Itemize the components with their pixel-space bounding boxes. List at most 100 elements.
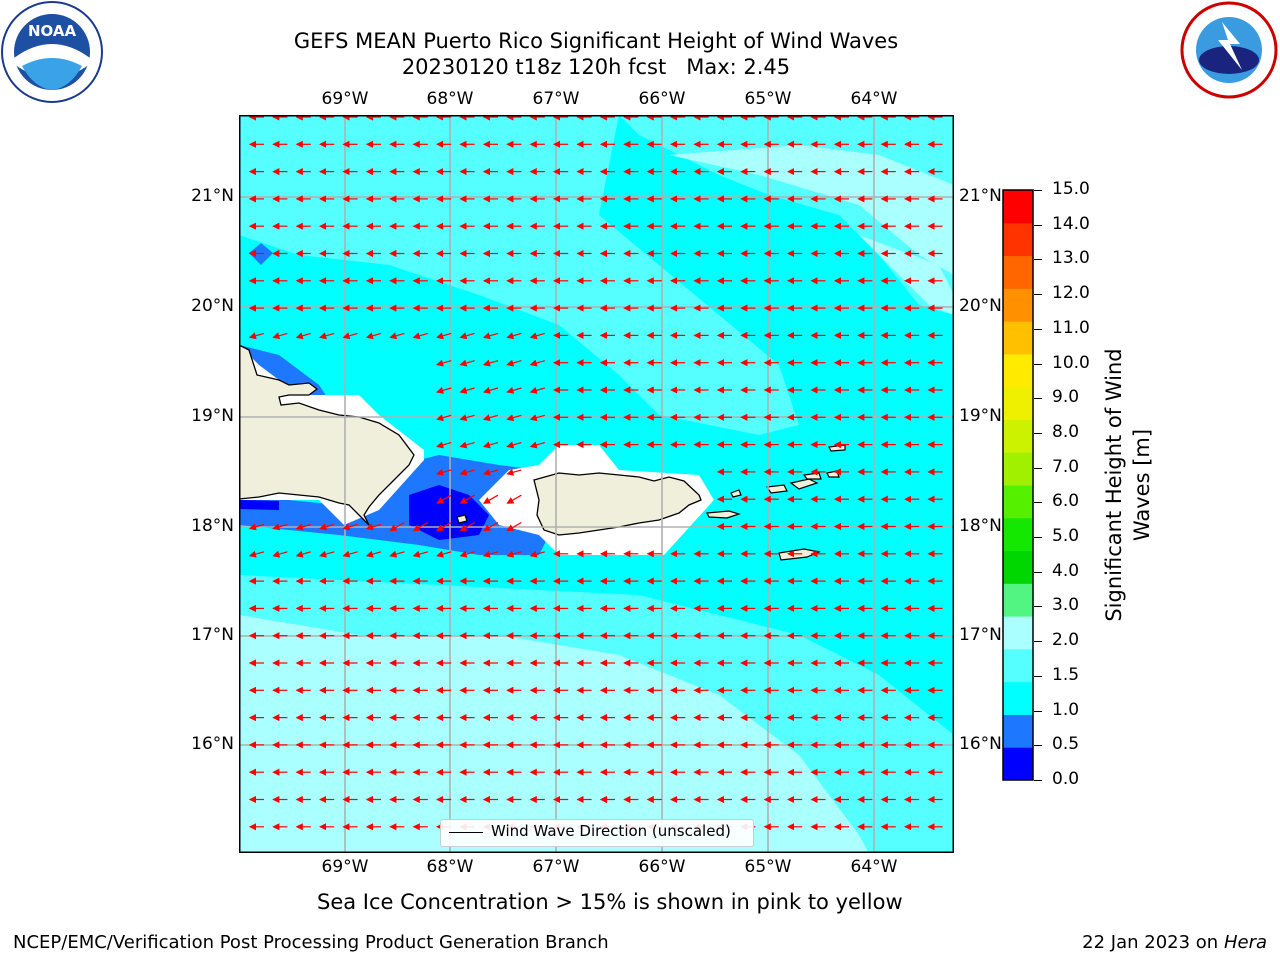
colorbar-segment <box>1003 190 1033 224</box>
map-plot <box>239 115 954 853</box>
land-st-thomas <box>765 484 788 494</box>
colorbar-tick-label: 0.0 <box>1052 769 1080 789</box>
land-vieques <box>706 510 741 519</box>
colorbar-tick <box>1034 467 1042 469</box>
wind-arrow <box>248 523 265 531</box>
wind-arrow <box>319 332 335 340</box>
lat-label-right-20n: 20°N <box>959 296 1002 316</box>
wind-arrow <box>506 550 522 558</box>
wind-arrow <box>295 523 311 531</box>
wind-arrow <box>436 550 452 558</box>
lon-label-top-69w: 69°W <box>321 89 369 109</box>
chart-title-line2: 20230120 t18z 120h fcst Max: 2.45 <box>401 55 791 79</box>
lat-label-left-21n: 21°N <box>191 186 234 206</box>
lat-label-right-21n: 21°N <box>959 186 1002 206</box>
colorbar-tick <box>1034 224 1042 226</box>
wind-arrow <box>529 414 545 422</box>
colorbar-segment <box>1003 550 1033 584</box>
wind-arrow <box>482 494 499 504</box>
wind-arrow <box>436 332 452 340</box>
lat-label-left-17n: 17°N <box>191 625 234 645</box>
wind-arrow <box>482 550 499 558</box>
lat-label-right-16n: 16°N <box>959 734 1002 754</box>
colorbar-segment <box>1003 714 1033 748</box>
wind-arrow <box>436 414 452 422</box>
lat-label-left-20n: 20°N <box>191 296 234 316</box>
colorbar-tick <box>1034 745 1042 747</box>
wind-arrow <box>529 550 545 558</box>
ocean-field-2-3-south <box>239 615 869 853</box>
land-hispaniola <box>239 344 415 526</box>
wind-arrow <box>459 332 475 340</box>
wind-arrow <box>436 359 452 367</box>
wind-arrow <box>482 332 499 340</box>
colorbar-title: Significant Height of Wind Waves [m] <box>1102 348 1154 622</box>
lon-label-bottom-66w: 66°W <box>638 857 686 877</box>
colorbar-segment <box>1003 386 1033 420</box>
wind-arrow <box>272 523 288 531</box>
wind-arrow <box>459 359 475 367</box>
wind-arrow <box>412 521 429 532</box>
lat-label-right-19n: 19°N <box>959 406 1002 426</box>
colorbar-tick <box>1034 432 1042 434</box>
colorbar-segment <box>1003 616 1033 650</box>
wind-arrow <box>272 332 288 340</box>
wind-arrow <box>459 550 475 558</box>
svg-text:NOAA: NOAA <box>28 22 77 40</box>
footer-host: Hera <box>1223 932 1267 953</box>
land-culebra <box>730 489 742 498</box>
colorbar-segment <box>1003 255 1033 289</box>
colorbar-tick-label: 6.0 <box>1052 491 1080 512</box>
colorbar-tick <box>1034 606 1042 608</box>
lat-label-left-16n: 16°N <box>191 734 234 754</box>
lon-label-bottom-64w: 64°W <box>850 857 898 877</box>
colorbar-tick <box>1034 398 1042 400</box>
lon-label-top-65w: 65°W <box>744 89 792 109</box>
land-puerto-rico <box>533 472 702 536</box>
wind-arrow <box>529 441 545 449</box>
ocean-field-0-0.5-west <box>239 500 279 510</box>
sea-ice-note: Sea Ice Concentration > 15% is shown in … <box>317 890 903 914</box>
wind-arrow <box>482 359 499 367</box>
land-mona <box>456 514 468 524</box>
nws-logo <box>1180 1 1278 99</box>
wind-arrow <box>459 414 475 422</box>
wind-arrow <box>342 332 358 340</box>
colorbar-segment <box>1003 353 1033 388</box>
wind-arrow <box>272 550 288 558</box>
wind-arrow <box>529 332 545 340</box>
wind-arrow <box>506 386 522 394</box>
wind-arrow <box>436 441 452 449</box>
wind-arrow <box>506 414 522 422</box>
wind-arrow <box>295 550 311 558</box>
lat-label-left-19n: 19°N <box>191 406 234 426</box>
wind-arrow <box>342 523 358 531</box>
wind-arrow <box>412 550 428 558</box>
colorbar-segment <box>1003 321 1033 355</box>
map-legend: Wind Wave Direction (unscaled) <box>440 819 754 847</box>
colorbar-tick <box>1034 190 1042 191</box>
colorbar-tick <box>1034 780 1042 781</box>
ocean-field-1.5-2-northwest <box>239 115 799 435</box>
lon-label-top-66w: 66°W <box>638 89 686 109</box>
colorbar-tick-label: 14.0 <box>1052 213 1090 234</box>
colorbar-tick <box>1034 363 1042 365</box>
wind-arrow <box>506 332 522 340</box>
colorbar-tick-label: 9.0 <box>1052 387 1080 408</box>
wind-arrow <box>365 550 382 558</box>
wind-arrow <box>389 550 405 558</box>
wind-arrow <box>459 468 475 476</box>
wind-arrow <box>506 359 522 367</box>
lat-label-right-18n: 18°N <box>959 516 1002 536</box>
colorbar-segment <box>1003 648 1033 683</box>
colorbar-tick <box>1034 328 1042 330</box>
colorbar-tick <box>1034 537 1042 539</box>
wind-arrow <box>365 523 382 531</box>
wind-arrow <box>506 494 522 504</box>
lon-label-top-68w: 68°W <box>426 89 474 109</box>
noaa-logo: NOAA <box>1 1 103 103</box>
colorbar-tick <box>1034 641 1042 643</box>
colorbar-tick-label: 1.0 <box>1052 699 1080 720</box>
gridlines <box>239 115 954 853</box>
wind-arrow <box>529 359 545 367</box>
